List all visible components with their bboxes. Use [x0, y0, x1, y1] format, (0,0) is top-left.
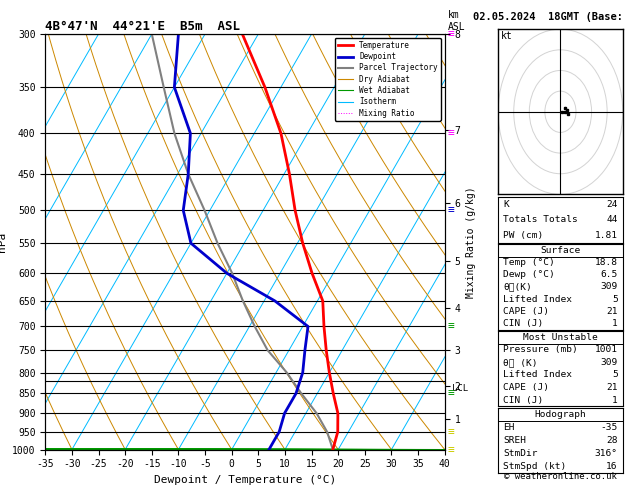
Text: 24: 24 — [606, 200, 618, 209]
Text: -35: -35 — [601, 423, 618, 432]
Text: Surface: Surface — [540, 246, 581, 255]
Text: ≡: ≡ — [448, 445, 455, 454]
X-axis label: Dewpoint / Temperature (°C): Dewpoint / Temperature (°C) — [154, 475, 336, 485]
Text: 316°: 316° — [595, 449, 618, 458]
Text: 309: 309 — [601, 282, 618, 292]
Y-axis label: Mixing Ratio (g/kg): Mixing Ratio (g/kg) — [466, 186, 476, 297]
Text: StmSpd (kt): StmSpd (kt) — [503, 462, 566, 471]
Text: Totals Totals: Totals Totals — [503, 215, 578, 225]
Text: Lifted Index: Lifted Index — [503, 370, 572, 380]
Text: ≡: ≡ — [448, 205, 455, 215]
Text: Most Unstable: Most Unstable — [523, 333, 598, 342]
Text: ≡: ≡ — [448, 321, 455, 331]
Text: LCL: LCL — [452, 383, 468, 393]
Text: Hodograph: Hodograph — [535, 410, 586, 419]
Text: kt: kt — [501, 32, 513, 41]
Text: ≡: ≡ — [448, 388, 455, 399]
Text: 5: 5 — [612, 370, 618, 380]
Text: CAPE (J): CAPE (J) — [503, 383, 549, 392]
Text: 02.05.2024  18GMT (Base: 12): 02.05.2024 18GMT (Base: 12) — [473, 12, 629, 22]
Text: 1: 1 — [612, 319, 618, 328]
Text: 1.81: 1.81 — [595, 231, 618, 240]
Text: PW (cm): PW (cm) — [503, 231, 543, 240]
Text: K: K — [503, 200, 509, 209]
Text: 1: 1 — [612, 396, 618, 404]
Text: Dewp (°C): Dewp (°C) — [503, 270, 555, 279]
Legend: Temperature, Dewpoint, Parcel Trajectory, Dry Adiabat, Wet Adiabat, Isotherm, Mi: Temperature, Dewpoint, Parcel Trajectory… — [335, 38, 441, 121]
Text: 18.8: 18.8 — [595, 258, 618, 267]
Text: CIN (J): CIN (J) — [503, 396, 543, 404]
Text: 21: 21 — [606, 383, 618, 392]
Text: StmDir: StmDir — [503, 449, 538, 458]
Text: 5: 5 — [612, 295, 618, 304]
Text: ≡: ≡ — [448, 128, 455, 139]
Text: 1001: 1001 — [595, 345, 618, 354]
Text: 21: 21 — [606, 307, 618, 316]
Text: CAPE (J): CAPE (J) — [503, 307, 549, 316]
Text: 4B°47'N  44°21'E  B5m  ASL: 4B°47'N 44°21'E B5m ASL — [45, 20, 240, 33]
Text: ≡: ≡ — [448, 29, 455, 39]
Text: 6.5: 6.5 — [601, 270, 618, 279]
Text: θᴇ (K): θᴇ (K) — [503, 358, 538, 367]
Text: Pressure (mb): Pressure (mb) — [503, 345, 578, 354]
Text: SREH: SREH — [503, 436, 526, 445]
Text: CIN (J): CIN (J) — [503, 319, 543, 328]
Text: © weatheronline.co.uk: © weatheronline.co.uk — [504, 472, 617, 481]
Text: 44: 44 — [606, 215, 618, 225]
Text: Lifted Index: Lifted Index — [503, 295, 572, 304]
Text: 28: 28 — [606, 436, 618, 445]
Text: km
ASL: km ASL — [448, 10, 465, 32]
Text: EH: EH — [503, 423, 515, 432]
Text: θᴇ(K): θᴇ(K) — [503, 282, 532, 292]
Text: 309: 309 — [601, 358, 618, 367]
Text: 16: 16 — [606, 462, 618, 471]
Text: Temp (°C): Temp (°C) — [503, 258, 555, 267]
Text: ≡: ≡ — [448, 427, 455, 437]
Y-axis label: hPa: hPa — [0, 232, 6, 252]
